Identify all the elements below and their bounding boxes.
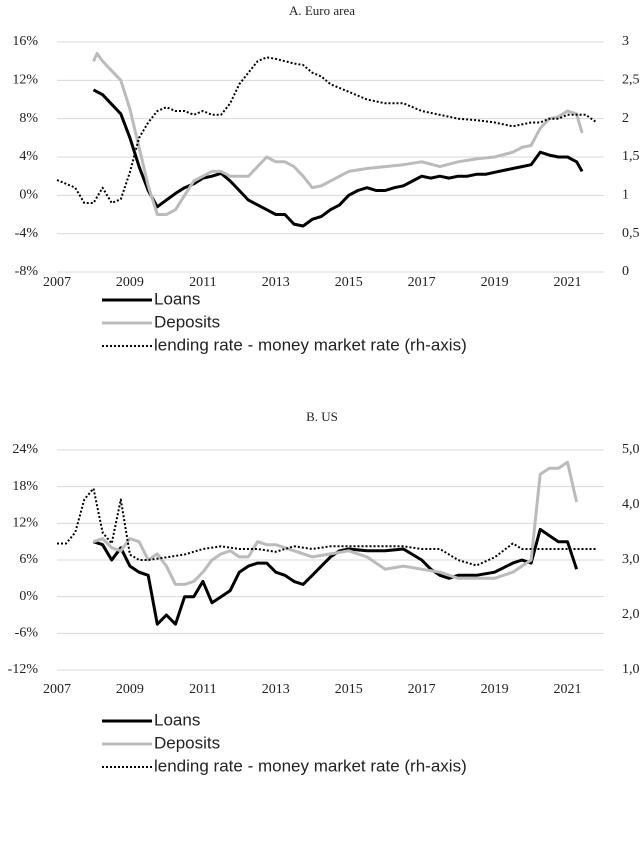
- series-line: [93, 527, 579, 626]
- y-tick-label: -6%: [15, 626, 39, 641]
- y2-tick-label: 3,0: [622, 552, 640, 567]
- y2-tick-label: 1,0: [622, 662, 640, 677]
- y-tick-label: 4%: [19, 149, 38, 164]
- y2-tick-label: 2: [622, 111, 629, 126]
- y-tick-label: 12%: [12, 73, 38, 88]
- x-tick-label: 2011: [189, 682, 216, 697]
- y2-tick-label: 3: [622, 34, 629, 49]
- y2-tick-label: 2,0: [622, 607, 640, 622]
- x-tick-label: 2021: [554, 682, 582, 697]
- series-line: [92, 88, 584, 228]
- y-tick-label: -8%: [15, 264, 39, 279]
- series-line: [92, 52, 584, 216]
- y2-tick-label: 0,5: [622, 226, 640, 241]
- x-tick-label: 2009: [116, 275, 144, 290]
- y2-tick-label: 1: [622, 188, 629, 203]
- x-tick-label: 2015: [335, 682, 363, 697]
- x-tick-label: 2021: [554, 275, 582, 290]
- chart-title: B. US: [306, 409, 338, 424]
- y2-tick-label: 0: [622, 264, 629, 279]
- series-line: [56, 56, 598, 204]
- y2-tick-label: 5,0: [622, 442, 640, 457]
- y-tick-label: -12%: [8, 662, 39, 677]
- x-tick-label: 2015: [335, 275, 363, 290]
- x-tick-label: 2017: [408, 275, 436, 290]
- y-tick-label: 18%: [12, 479, 38, 494]
- y2-tick-label: 4,0: [622, 497, 640, 512]
- legend-label: Loans: [154, 289, 200, 308]
- series-line: [93, 460, 579, 586]
- y-tick-label: -4%: [15, 226, 39, 241]
- y-tick-label: 12%: [12, 516, 38, 531]
- series-line: [57, 487, 597, 567]
- x-tick-label: 2007: [43, 682, 71, 697]
- x-tick-label: 2013: [262, 682, 290, 697]
- x-tick-label: 2011: [189, 275, 216, 290]
- y-tick-label: 0%: [19, 589, 38, 604]
- x-tick-label: 2017: [408, 682, 436, 697]
- chart-title: A. Euro area: [289, 3, 355, 18]
- y2-tick-label: 2,5: [622, 73, 640, 88]
- legend-label: Deposits: [154, 312, 220, 331]
- x-tick-label: 2009: [116, 682, 144, 697]
- legend-label: Deposits: [154, 733, 220, 752]
- x-tick-label: 2019: [481, 682, 509, 697]
- x-tick-label: 2019: [481, 275, 509, 290]
- y-tick-label: 6%: [19, 552, 38, 567]
- y-tick-label: 16%: [12, 34, 38, 49]
- y-tick-label: 8%: [19, 111, 38, 126]
- y2-tick-label: 1,5: [622, 149, 640, 164]
- y-tick-label: 0%: [19, 188, 38, 203]
- legend-label: Loans: [154, 710, 200, 729]
- legend-label: lending rate - money market rate (rh-axi…: [154, 335, 467, 354]
- x-tick-label: 2013: [262, 275, 290, 290]
- legend-label: lending rate - money market rate (rh-axi…: [154, 756, 467, 775]
- x-tick-label: 2007: [43, 275, 71, 290]
- y-tick-label: 24%: [12, 442, 38, 457]
